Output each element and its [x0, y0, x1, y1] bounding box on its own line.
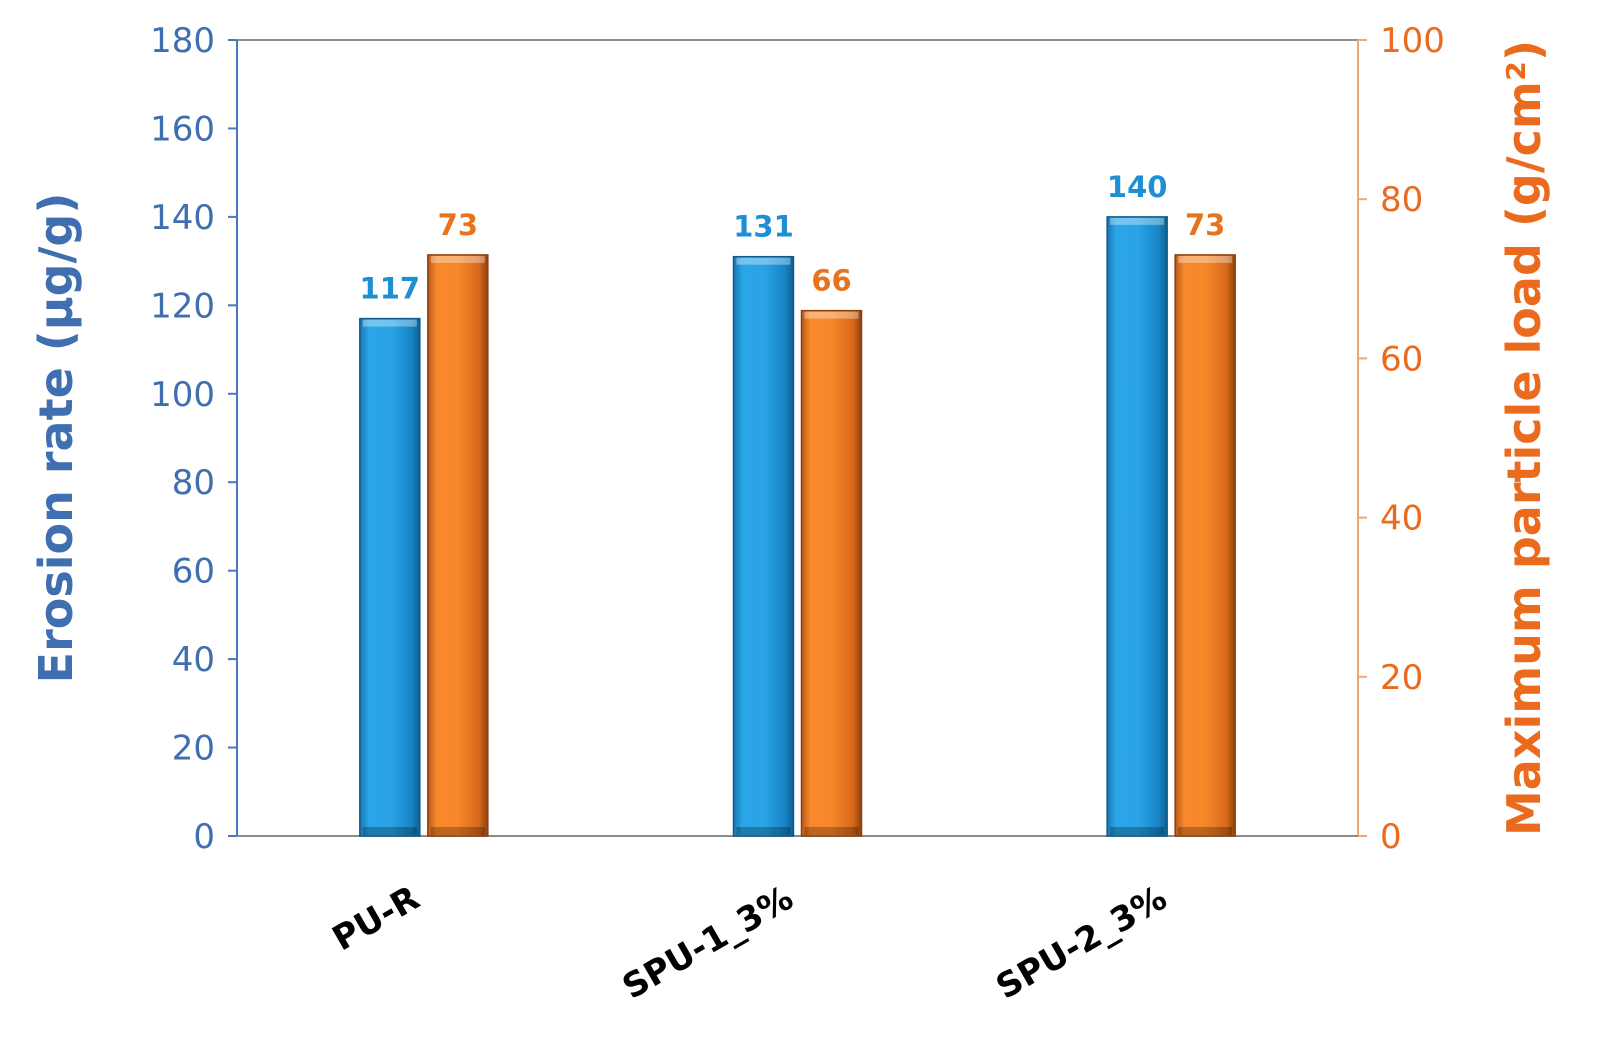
bar	[732, 255, 795, 837]
left-tick-label: 120	[150, 286, 215, 326]
bar	[1174, 254, 1236, 837]
bars	[359, 216, 1236, 837]
right-tick-label: 80	[1380, 180, 1423, 220]
left-tick-label: 140	[150, 198, 215, 238]
category-label: SPU-2_3%	[990, 878, 1174, 1007]
left-tick-label: 0	[193, 817, 215, 857]
data-labels: 117 73 131 66 140 73	[360, 170, 1226, 306]
bar	[427, 254, 489, 837]
right-tick-label: 40	[1380, 499, 1423, 539]
bar	[1106, 216, 1168, 837]
right-tick-label: 100	[1380, 21, 1445, 61]
left-tick-label: 20	[172, 729, 215, 769]
left-tick-label: 160	[150, 109, 215, 149]
bar-data-label: 73	[438, 208, 478, 242]
bar-data-label: 66	[811, 264, 851, 298]
left-axis-ticks: 0 20 40 60 80 100 120 140 160 180	[150, 21, 237, 857]
category-labels: PU-R SPU-1_3% SPU-2_3%	[326, 878, 1174, 1007]
right-tick-label: 20	[1380, 658, 1423, 698]
left-tick-label: 60	[172, 552, 215, 592]
left-tick-label: 100	[150, 375, 215, 415]
bar	[359, 317, 421, 837]
category-label: PU-R	[326, 878, 426, 959]
left-axis-title: Erosion rate (μg/g)	[29, 193, 83, 684]
bar-data-label: 140	[1107, 170, 1168, 204]
right-tick-label: 60	[1380, 339, 1423, 379]
right-axis-ticks: 0 20 40 60 80 100	[1358, 21, 1445, 857]
right-tick-label: 0	[1380, 817, 1402, 857]
left-tick-label: 40	[172, 640, 215, 680]
bar-data-label: 117	[360, 272, 421, 306]
left-tick-label: 180	[150, 21, 215, 61]
right-axis-title: Maximum particle load (g/cm²)	[1497, 40, 1551, 836]
category-label: SPU-1_3%	[616, 878, 800, 1007]
plot-frame	[236, 39, 1359, 837]
bar	[800, 309, 863, 837]
bar-data-label: 131	[733, 210, 794, 244]
left-tick-label: 80	[172, 463, 215, 503]
bar-data-label: 73	[1185, 208, 1225, 242]
